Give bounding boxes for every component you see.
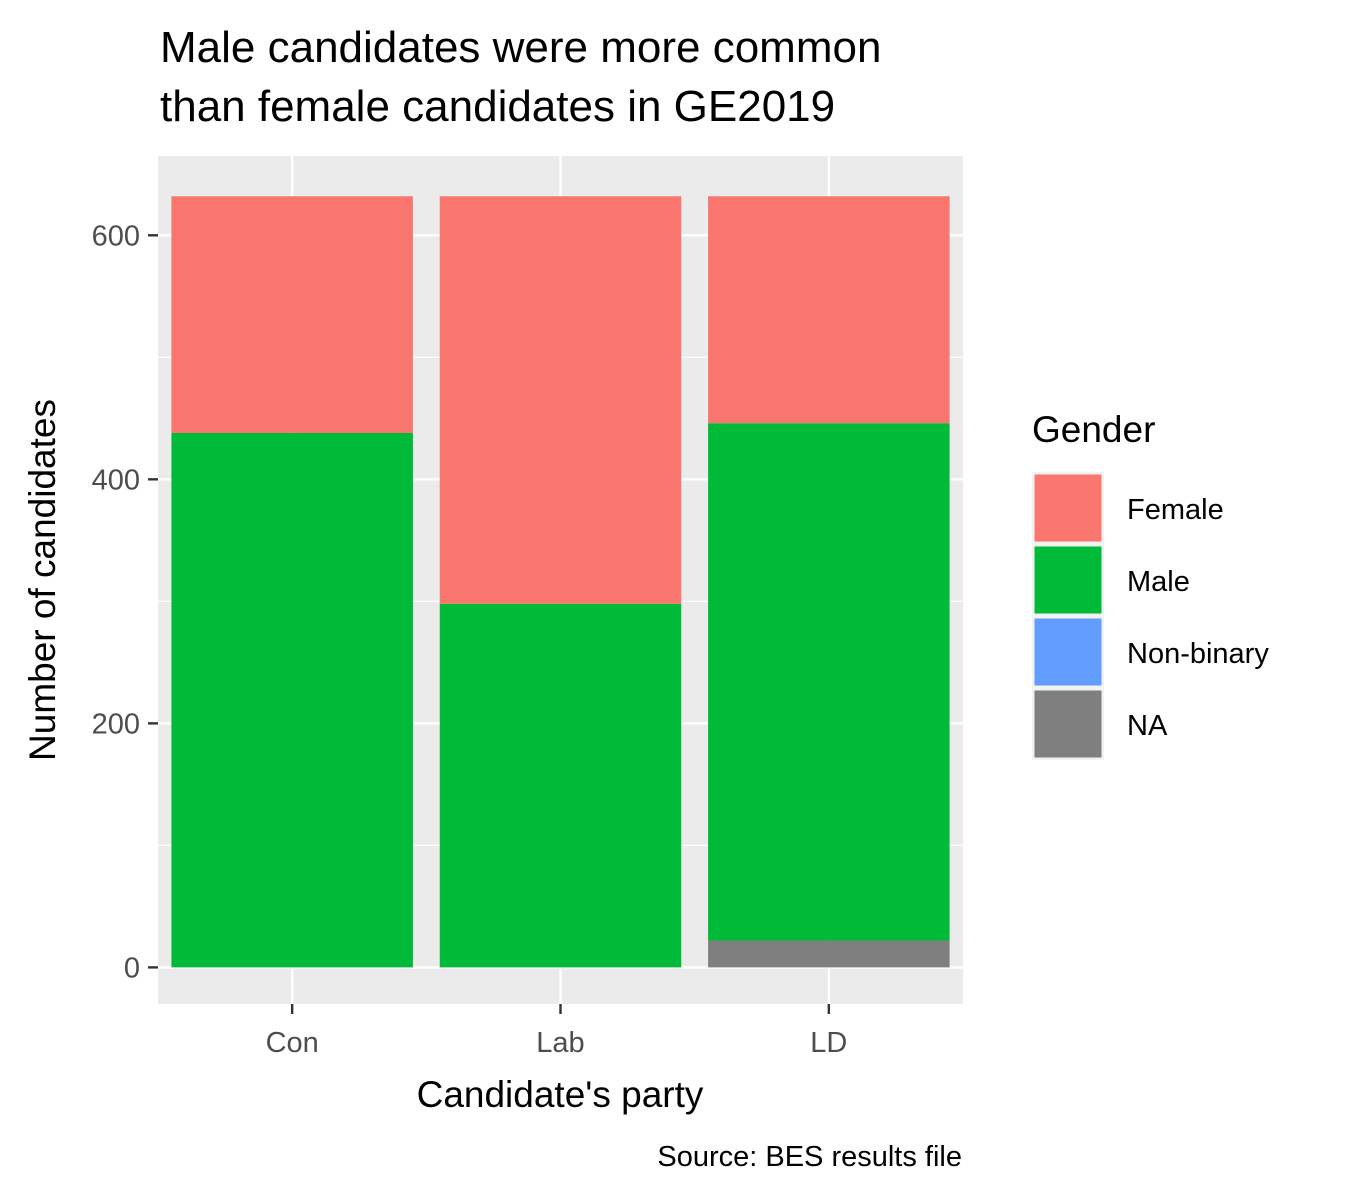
bar-lab-female <box>439 196 682 604</box>
y-axis-title: Number of candidates <box>22 399 63 761</box>
bar-con-female <box>171 196 413 433</box>
y-tick-label: 600 <box>92 220 140 252</box>
bar-ld-male <box>708 423 950 941</box>
y-tick-label: 0 <box>124 952 140 984</box>
legend-swatch-na <box>1034 690 1102 758</box>
legend-swatch-female <box>1034 474 1102 542</box>
bars <box>171 196 950 968</box>
chart-caption: Source: BES results file <box>657 1141 962 1173</box>
bar-ld-na <box>708 940 950 968</box>
legend-label-na: NA <box>1127 710 1168 742</box>
legend-swatch-male <box>1034 546 1102 614</box>
legend-label-male: Male <box>1127 566 1190 598</box>
legend-swatch-non-binary <box>1034 618 1102 686</box>
x-tick-label-lab: Lab <box>536 1027 584 1059</box>
x-tick-label-ld: LD <box>810 1027 847 1059</box>
y-tick-label: 200 <box>92 708 140 740</box>
bar-ld-female <box>708 196 950 424</box>
x-tick-label-con: Con <box>266 1027 319 1059</box>
legend-label-female: Female <box>1127 494 1224 526</box>
legend-title: Gender <box>1032 409 1155 450</box>
legend-label-non-binary: Non-binary <box>1127 638 1269 670</box>
bar-con-male <box>171 432 413 968</box>
bar-lab-male <box>439 603 682 968</box>
x-axis-title: Candidate's party <box>417 1074 704 1115</box>
y-tick-label: 400 <box>92 464 140 496</box>
chart-title-line-2: than female candidates in GE2019 <box>160 82 835 131</box>
x-axis: Con Lab LD <box>266 1004 847 1059</box>
chart-title-line-1: Male candidates were more common <box>160 23 881 72</box>
legend: Gender Female Male Non-binary NA <box>1032 409 1269 760</box>
y-axis: 0 200 400 600 <box>92 220 158 984</box>
